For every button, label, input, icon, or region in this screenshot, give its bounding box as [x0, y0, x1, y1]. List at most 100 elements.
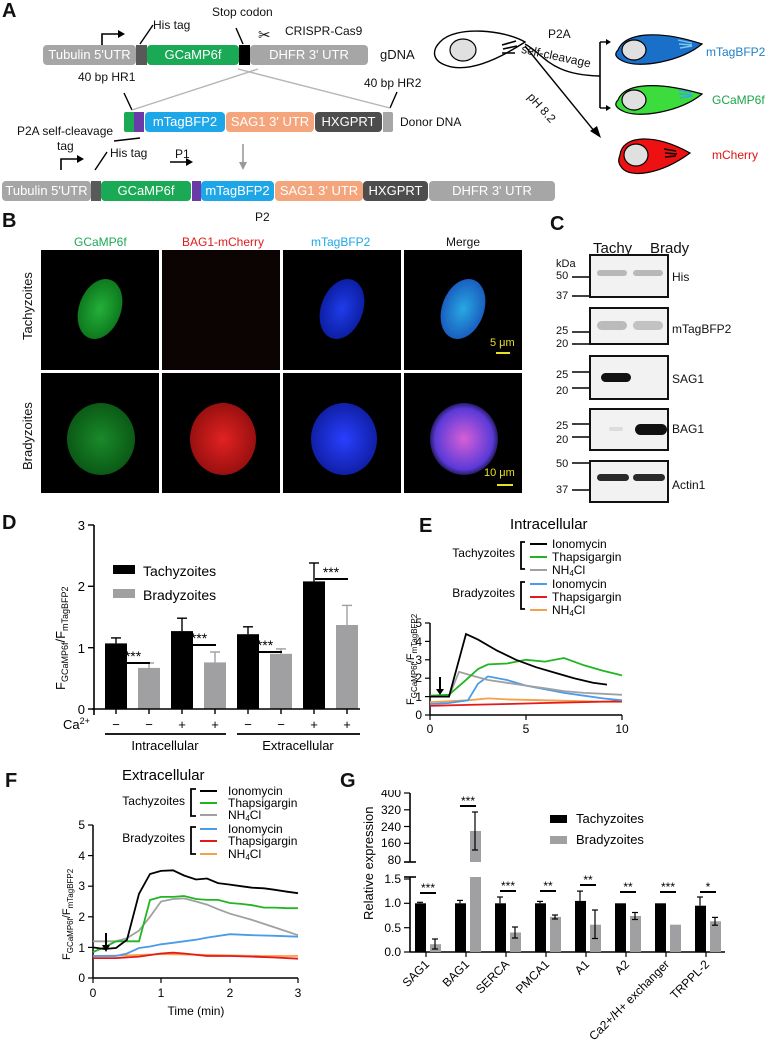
blot-label-mtagbfp2: mTagBFP2	[672, 322, 732, 336]
svg-text:Tachyzoites: Tachyzoites	[143, 563, 216, 579]
his-tag-label: His tag	[153, 18, 191, 32]
segment-tubulin-utr: Tubulin 5'UTR	[2, 181, 91, 201]
segment-sag1-utr: SAG1 3' UTR	[275, 181, 363, 201]
svg-text:NH4Cl: NH4Cl	[228, 808, 261, 823]
panel-label-d: D	[2, 512, 17, 534]
micrograph-tachy-merge: 5 μm	[404, 250, 522, 370]
svg-text:Thapsigargin: Thapsigargin	[228, 796, 297, 810]
stop-codon-label: Stop codon	[212, 5, 273, 19]
gdna-label: gDNA	[380, 47, 415, 62]
blot-label-sag1: SAG1	[672, 372, 705, 386]
svg-text:0: 0	[90, 986, 97, 1000]
scalebar-label-5um: 5 μm	[490, 337, 515, 349]
svg-text:10: 10	[615, 722, 629, 735]
svg-text:***: ***	[461, 794, 475, 808]
panel-label-c: C	[550, 213, 565, 235]
marker-actin-37: 37	[556, 484, 569, 496]
chart-e: Intracellular Tachyzoites Ionomycin Thap…	[405, 516, 629, 735]
svg-text:0.0: 0.0	[384, 945, 401, 959]
blot-label-his: His	[672, 270, 690, 284]
svg-text:Tachyzoites: Tachyzoites	[452, 546, 515, 560]
chart-g: 400 320 240 160 80 1.5 1.0 0.5 0.0	[361, 790, 725, 1043]
blot-mtagbfp2	[589, 307, 669, 345]
svg-text:4: 4	[78, 849, 85, 863]
segment-his-tag	[136, 45, 147, 65]
svg-text:0.5: 0.5	[384, 921, 401, 935]
cell-label-gcamp6f: GCaMP6f	[712, 93, 765, 107]
svg-text:PMCA1: PMCA1	[513, 957, 552, 996]
svg-text:FGCaMP6f/FmTagBFP2: FGCaMP6f/FmTagBFP2	[405, 613, 419, 705]
segment-his-tag	[91, 181, 101, 201]
svg-text:**: **	[583, 873, 593, 887]
p2a-arrow-label-1: P2A	[548, 27, 571, 41]
panel-label-a: A	[2, 0, 17, 22]
marker-sag1-20: 20	[556, 385, 569, 397]
micrograph-tachy-bfp	[283, 250, 401, 370]
panel-label-b: B	[2, 210, 17, 232]
svg-text:NH4Cl: NH4Cl	[552, 563, 585, 578]
svg-text:5: 5	[523, 722, 530, 735]
svg-text:Intracellular: Intracellular	[131, 738, 199, 753]
chart-d-xaxis: − − + + − − + + Ca2+ Intracellular Extracell…	[63, 708, 360, 753]
panel-label-e: E	[419, 515, 433, 537]
svg-text:**: **	[543, 879, 553, 893]
svg-text:1: 1	[415, 690, 422, 704]
blot-label-actin1: Actin1	[672, 478, 706, 492]
segment-tubulin-utr: Tubulin 5'UTR	[43, 45, 136, 65]
kda-unit: kDa	[556, 258, 576, 270]
svg-text:+: +	[343, 717, 351, 732]
blot-actin1	[589, 460, 669, 503]
svg-text:5: 5	[415, 616, 422, 630]
svg-text:0: 0	[78, 971, 85, 985]
cell-label-mcherry: mCherry	[712, 148, 759, 162]
svg-text:240: 240	[381, 820, 401, 834]
svg-text:***: ***	[501, 879, 515, 893]
column-title-bag1: BAG1-mCherry	[182, 235, 265, 249]
svg-text:BAG1: BAG1	[440, 957, 473, 990]
scissors-icon: ✂	[258, 27, 271, 44]
svg-text:3: 3	[295, 986, 302, 1000]
svg-text:Bradyzoites: Bradyzoites	[143, 587, 216, 603]
scalebar	[497, 484, 513, 486]
svg-text:SAG1: SAG1	[400, 957, 433, 990]
blot-bag1	[589, 408, 669, 451]
svg-text:Intracellular: Intracellular	[510, 516, 588, 533]
svg-text:3: 3	[78, 879, 85, 893]
segment-hxgprt: HXGPRT	[315, 112, 382, 132]
svg-text:Extracellular: Extracellular	[122, 767, 205, 784]
chart-f: Extracellular Tachyzoites Ionomycin Thap…	[61, 767, 302, 1018]
svg-text:***: ***	[421, 881, 435, 895]
panel-a-lines	[60, 24, 704, 175]
svg-text:1: 1	[78, 641, 85, 656]
svg-text:Relative expression: Relative expression	[361, 807, 376, 920]
svg-text:Ionomycin: Ionomycin	[552, 537, 607, 551]
svg-text:Ionomycin: Ionomycin	[228, 784, 283, 798]
ylabel-d: FGCaMP6f/FmTagBFP2	[53, 586, 70, 690]
svg-text:Tachyzoites: Tachyzoites	[576, 811, 644, 826]
svg-text:***: ***	[191, 630, 208, 646]
svg-text:A1: A1	[572, 957, 593, 978]
his-tag-label-2: His tag	[110, 146, 148, 160]
svg-text:Thapsigargin: Thapsigargin	[552, 550, 621, 564]
p2-label: P2	[255, 210, 270, 224]
svg-text:***: ***	[661, 880, 675, 894]
svg-text:NH4Cl: NH4Cl	[228, 847, 261, 862]
svg-text:1: 1	[78, 941, 85, 955]
marker-sag1-25: 25	[556, 369, 569, 381]
svg-text:−: −	[145, 717, 153, 732]
p2a-label-tag: tag	[57, 139, 74, 153]
row-label-bradyzoites: Bradyzoites	[20, 402, 35, 470]
svg-text:**: **	[623, 880, 633, 894]
svg-text:80: 80	[388, 853, 402, 867]
cell-label-mtagbfp2: mTagBFP2	[706, 45, 766, 59]
marker-bag1-20: 20	[556, 434, 569, 446]
svg-text:Ionomycin: Ionomycin	[228, 822, 283, 836]
svg-text:Tachyzoites: Tachyzoites	[122, 794, 185, 808]
crispr-label: CRISPR-Cas9	[285, 24, 363, 38]
svg-text:*: *	[706, 880, 711, 894]
marker-mtag-25: 25	[556, 325, 569, 337]
micrograph-brady-merge: 10 μm	[404, 373, 522, 493]
svg-text:1.5: 1.5	[384, 872, 401, 886]
marker-his-37: 37	[556, 290, 569, 302]
